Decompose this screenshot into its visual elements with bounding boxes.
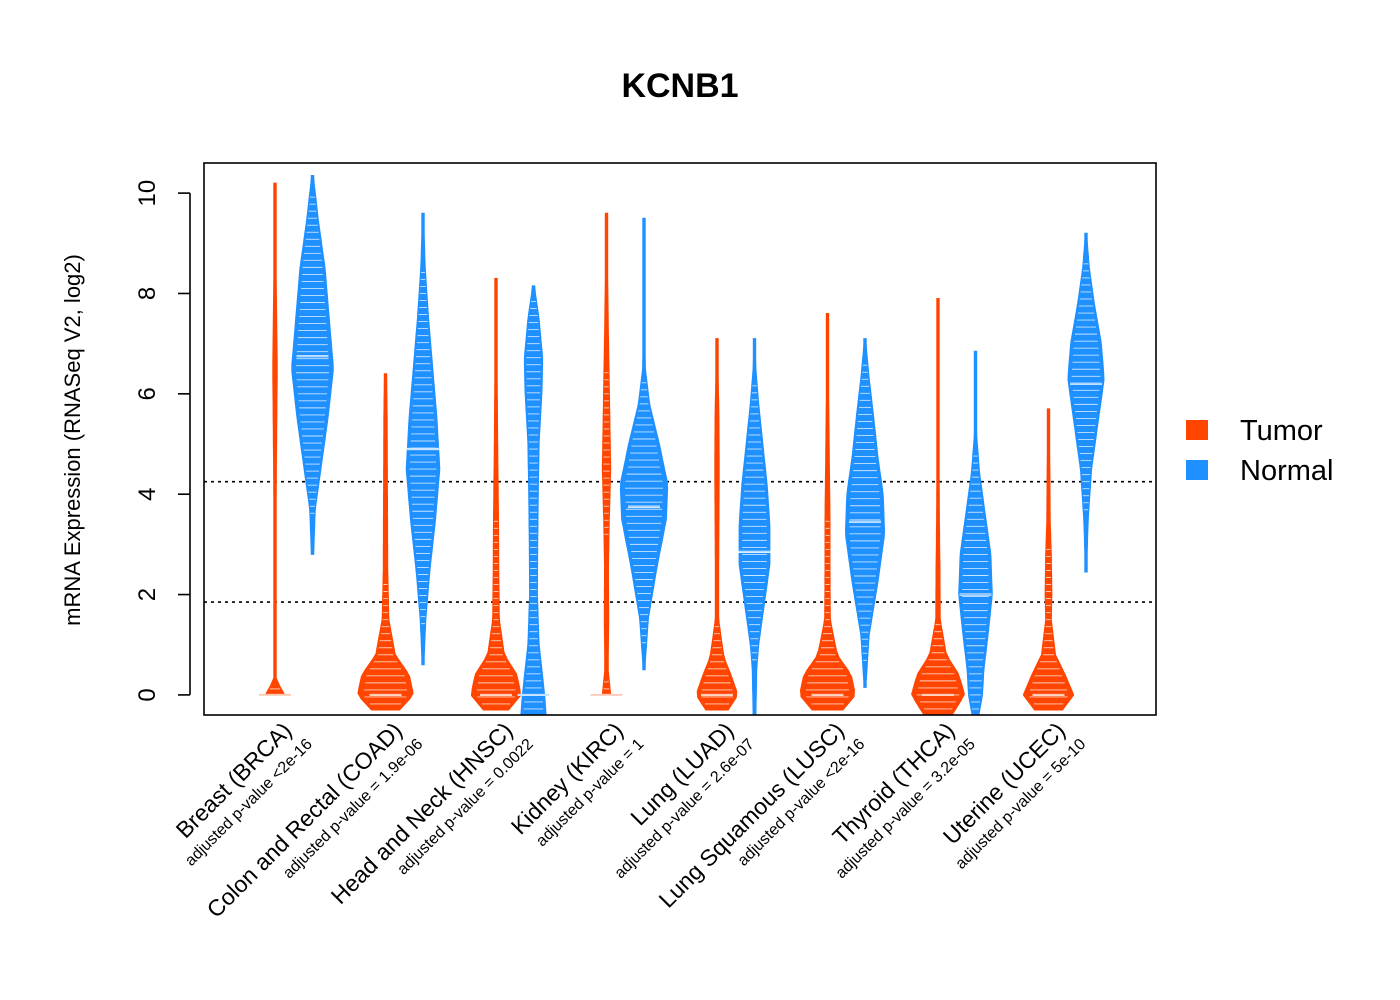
y-tick-label: 10	[134, 180, 161, 207]
y-axis: 0 2 4 6 8 10	[134, 180, 191, 702]
legend-swatch-normal	[1186, 460, 1208, 480]
tumor-violin-body	[601, 212, 612, 696]
plot-frame	[203, 162, 1157, 716]
tumor-violin-body	[470, 277, 522, 711]
tumor-violin-1	[357, 373, 414, 711]
normal-violin-1	[405, 212, 441, 666]
tumor-violin-3	[590, 212, 623, 697]
legend-label-tumor: Tumor	[1240, 415, 1323, 447]
y-tick-label: 0	[134, 688, 161, 701]
tumor-violin-body	[911, 298, 965, 716]
normal-violin-0	[291, 175, 334, 555]
tumor-violin-0	[259, 182, 291, 697]
tumor-violin-7	[1022, 408, 1075, 711]
tumor-violin-body	[799, 313, 856, 711]
legend-swatch-tumor	[1186, 420, 1208, 440]
tumor-violin-body	[1022, 408, 1075, 711]
chart-title: KCNB1	[621, 67, 738, 105]
normal-violin-body	[619, 217, 669, 671]
normal-violin-4	[738, 338, 771, 716]
plot-area	[204, 175, 1156, 716]
normal-violin-3	[619, 217, 669, 671]
y-tick-label: 8	[134, 287, 161, 300]
normal-violin-body	[738, 338, 771, 716]
y-tick-label: 4	[134, 488, 161, 501]
legend-label-normal: Normal	[1240, 455, 1333, 487]
normal-violin-body	[405, 212, 441, 666]
tumor-violin-body	[696, 338, 738, 711]
x-axis-labels: Breast (BRCA)adjusted p-value <2e-16Colo…	[171, 717, 1090, 922]
tumor-violin-4	[696, 338, 738, 711]
tumor-violin-2	[470, 277, 522, 711]
normal-violin-7	[1067, 232, 1105, 573]
normal-violin-6	[958, 350, 993, 716]
normal-violin-body	[291, 175, 334, 555]
y-tick-label: 2	[134, 588, 161, 601]
tumor-violin-body	[264, 182, 286, 696]
tumor-violin-5	[799, 313, 856, 711]
normal-violin-body	[1067, 232, 1105, 573]
y-axis-label: mRNA Expression (RNASeq V2, log2)	[60, 254, 85, 626]
normal-violin-5	[844, 338, 886, 688]
y-tick-label: 6	[134, 387, 161, 400]
legend: Tumor Normal	[1186, 415, 1333, 487]
tumor-violin-6	[911, 298, 965, 716]
normal-violin-2	[517, 285, 550, 716]
tumor-violin-body	[357, 373, 414, 711]
